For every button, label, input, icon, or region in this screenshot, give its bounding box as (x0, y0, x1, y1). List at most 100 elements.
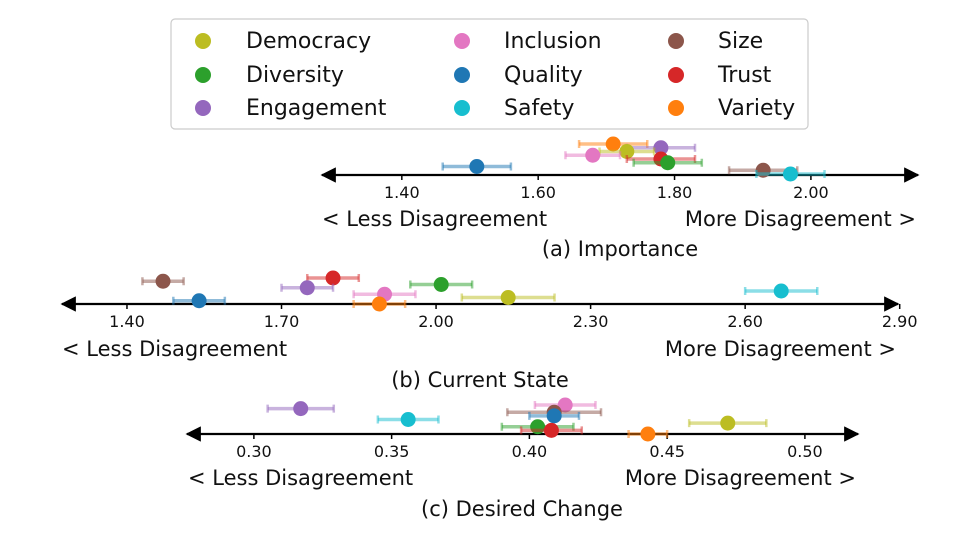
legend-label: Safety (504, 96, 574, 121)
legend-item: Inclusion (454, 29, 602, 54)
legend-marker (195, 67, 211, 83)
data-point-inclusion (564, 147, 622, 163)
x-tick-label: 2.30 (573, 312, 609, 331)
legend-label: Inclusion (504, 29, 602, 54)
less-disagreement-label: < Less Disagreement (188, 466, 413, 490)
x-tick-label: 1.40 (384, 183, 420, 202)
x-tick-label: 0.50 (787, 442, 823, 461)
panel-2: 1.40 1.70 2.00 2.30 2.60 2.90 < Less Disagreem… (60, 270, 918, 392)
data-marker (293, 401, 309, 417)
data-marker (371, 296, 387, 312)
x-tick-label: 0.30 (236, 442, 272, 461)
more-disagreement-label: More Disagreement > (685, 207, 916, 231)
data-point-engagement (280, 280, 335, 296)
data-marker (299, 280, 315, 296)
data-point-quality (528, 408, 581, 424)
legend-item: Size (668, 29, 763, 54)
x-tick-label: 2.60 (727, 312, 763, 331)
data-marker (605, 136, 621, 152)
more-disagreement-label: More Disagreement > (625, 466, 856, 490)
panel-title: (c) Desired Change (421, 497, 623, 521)
x-tick-label: 1.40 (109, 312, 145, 331)
data-marker (619, 144, 635, 159)
data-point-safety (376, 412, 440, 427)
legend-frame (170, 18, 809, 130)
panel-title: (a) Importance (542, 237, 698, 261)
data-marker (433, 277, 449, 292)
legend-marker (668, 100, 684, 116)
data-marker (155, 273, 171, 289)
data-point-diversity (632, 155, 704, 171)
legend-item: Engagement (195, 96, 387, 121)
data-marker (653, 140, 669, 156)
legend-label: Engagement (246, 96, 387, 121)
legend: Democracy Diversity Engagement Inclusion… (170, 18, 809, 130)
legend-label: Democracy (246, 29, 371, 54)
legend-item: Safety (454, 96, 574, 121)
legend-marker (195, 33, 211, 49)
legend-item: Diversity (195, 63, 344, 88)
data-point-safety (743, 283, 819, 299)
data-point-variety (627, 426, 669, 442)
data-marker (773, 283, 789, 299)
legend-col-1: Democracy Diversity Engagement (195, 29, 387, 121)
legend-marker (454, 33, 470, 49)
data-point-trust (306, 270, 361, 286)
data-marker (500, 290, 516, 305)
x-tick-label: 0.45 (649, 442, 685, 461)
data-marker (720, 415, 736, 431)
x-tick-label: 2.00 (793, 183, 829, 202)
panels: 1.40 1.60 1.80 2.00 < Less Disagreement More … (60, 136, 920, 521)
legend-item: Quality (454, 63, 583, 88)
legend-col-2: Inclusion Quality Safety (454, 29, 602, 121)
panel-title: (b) Current State (391, 368, 569, 392)
x-tick-label: 0.40 (512, 442, 548, 461)
panel-3: 0.30 0.35 0.40 0.45 0.50 < Less Disagreement M… (185, 397, 860, 521)
x-tick-label: 1.60 (520, 183, 556, 202)
legend-label: Variety (718, 96, 795, 121)
data-point-variety (577, 136, 649, 152)
less-disagreement-label: < Less Disagreement (322, 207, 547, 231)
x-tick-label: 2.00 (418, 312, 454, 331)
legend-marker (668, 67, 684, 83)
data-marker (640, 426, 656, 442)
data-point-democracy (460, 290, 556, 305)
x-tick-label: 2.90 (882, 312, 918, 331)
data-point-quality (441, 159, 513, 174)
legend-item: Democracy (195, 29, 371, 54)
legend-col-3: Size Trust Variety (668, 29, 795, 121)
x-tick-label: 0.35 (374, 442, 410, 461)
data-point-size (141, 273, 185, 289)
legend-marker (454, 100, 470, 116)
panel-1: 1.40 1.60 1.80 2.00 < Less Disagreement More … (320, 136, 920, 261)
x-tick-label: 1.80 (657, 183, 693, 202)
legend-item: Trust (668, 63, 772, 88)
legend-item: Variety (668, 96, 795, 121)
legend-label: Diversity (246, 63, 344, 88)
data-point-variety (352, 296, 407, 312)
legend-label: Size (718, 29, 763, 54)
data-marker (191, 293, 207, 309)
data-point-diversity (409, 277, 474, 292)
legend-label: Trust (717, 63, 772, 88)
data-point-trust (519, 422, 583, 438)
data-marker (325, 270, 341, 286)
data-marker (585, 147, 601, 163)
legend-marker (668, 33, 684, 49)
x-tick-label: 1.70 (264, 312, 300, 331)
data-marker (469, 159, 485, 174)
data-point-inclusion (533, 397, 597, 413)
legend-label: Quality (504, 63, 583, 88)
data-point-quality (172, 293, 227, 309)
data-point-democracy (687, 415, 768, 431)
data-marker (546, 408, 562, 424)
data-point-safety (755, 166, 826, 182)
less-disagreement-label: < Less Disagreement (62, 337, 287, 361)
legend-marker (195, 100, 211, 116)
data-marker (557, 397, 573, 413)
data-marker (660, 155, 676, 171)
data-point-engagement (266, 401, 336, 417)
data-point-inclusion (352, 286, 417, 302)
legend-marker (454, 67, 470, 83)
